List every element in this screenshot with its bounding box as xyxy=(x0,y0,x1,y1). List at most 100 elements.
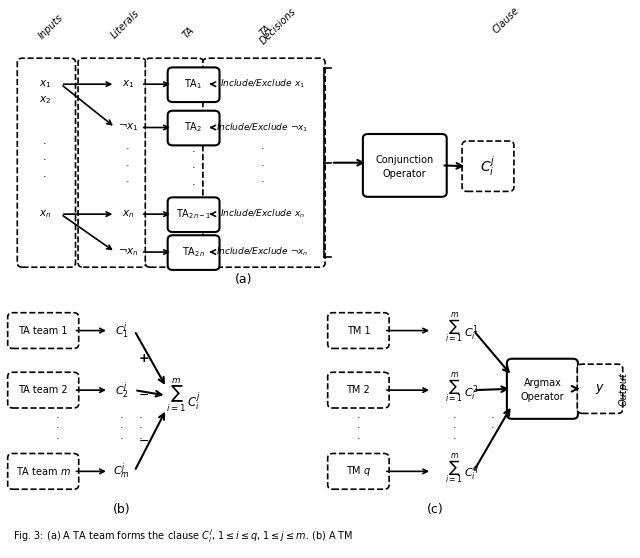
Text: $C_i^j$: $C_i^j$ xyxy=(187,390,200,412)
Text: .: . xyxy=(43,136,47,146)
Text: Include/Exclude $x_n$: Include/Exclude $x_n$ xyxy=(220,208,305,220)
Text: Inputs: Inputs xyxy=(37,12,65,41)
Text: $C_i^2$: $C_i^2$ xyxy=(465,383,479,403)
Text: $-$: $-$ xyxy=(138,434,150,447)
Text: .: . xyxy=(260,142,264,151)
Text: $x_n$: $x_n$ xyxy=(122,208,134,220)
Text: TA: TA xyxy=(258,23,273,38)
Text: $C_i^j$: $C_i^j$ xyxy=(481,155,495,178)
FancyBboxPatch shape xyxy=(145,58,204,267)
Text: TA: TA xyxy=(181,26,196,41)
Text: $\sum_{i=1}^{m}$: $\sum_{i=1}^{m}$ xyxy=(166,377,186,415)
Text: $C_1^j$: $C_1^j$ xyxy=(115,320,129,341)
Text: $C_2^j$: $C_2^j$ xyxy=(115,380,129,401)
Text: .: . xyxy=(120,431,124,441)
Text: .: . xyxy=(191,144,195,154)
Text: TA team $m$: TA team $m$ xyxy=(16,465,70,477)
Text: TA$_2$: TA$_2$ xyxy=(184,121,202,134)
Text: Fig. 3: (a) A TA team forms the clause $C_i^j$, $1 \leq i \leq q$, $1 \leq j \le: Fig. 3: (a) A TA team forms the clause $… xyxy=(13,527,353,545)
Text: .: . xyxy=(120,410,124,420)
Text: .: . xyxy=(260,158,264,168)
Text: .: . xyxy=(120,420,124,430)
FancyBboxPatch shape xyxy=(17,58,76,267)
FancyBboxPatch shape xyxy=(577,364,623,413)
Text: .: . xyxy=(356,431,360,441)
Text: TA$_{2n-1}$: TA$_{2n-1}$ xyxy=(175,207,211,221)
Text: .: . xyxy=(126,158,130,168)
Text: Include/Exclude $x_1$: Include/Exclude $x_1$ xyxy=(220,78,305,90)
Text: .: . xyxy=(43,169,47,179)
Text: Clause: Clause xyxy=(490,5,521,36)
Text: $\sum_{i=1}^{m}$: $\sum_{i=1}^{m}$ xyxy=(445,370,463,405)
FancyBboxPatch shape xyxy=(328,454,389,489)
FancyBboxPatch shape xyxy=(8,372,79,408)
Text: Conjunction: Conjunction xyxy=(376,155,434,165)
Text: $C_m^j$: $C_m^j$ xyxy=(113,461,130,481)
FancyBboxPatch shape xyxy=(168,68,220,102)
Text: $y$: $y$ xyxy=(595,382,605,396)
Text: .: . xyxy=(56,431,60,441)
Text: TM $q$: TM $q$ xyxy=(346,464,371,478)
Text: Include/Exclude $\neg x_1$: Include/Exclude $\neg x_1$ xyxy=(216,121,308,134)
Text: TA$_1$: TA$_1$ xyxy=(184,78,202,91)
FancyBboxPatch shape xyxy=(328,312,389,348)
Text: $x_1$: $x_1$ xyxy=(38,78,51,90)
Text: TM 1: TM 1 xyxy=(347,325,370,335)
Text: $-$: $-$ xyxy=(138,388,150,401)
Text: $\neg x_n$: $\neg x_n$ xyxy=(118,246,138,258)
Text: .: . xyxy=(260,174,264,184)
Text: $C_i^q$: $C_i^q$ xyxy=(464,465,479,483)
Text: .: . xyxy=(191,160,195,170)
Text: TA team 2: TA team 2 xyxy=(19,385,68,395)
FancyBboxPatch shape xyxy=(78,58,146,267)
Text: Decisions: Decisions xyxy=(259,6,298,46)
Text: $x_n$: $x_n$ xyxy=(38,208,51,220)
Text: Literals: Literals xyxy=(109,8,141,41)
FancyBboxPatch shape xyxy=(8,312,79,348)
Text: $C_i^1$: $C_i^1$ xyxy=(464,324,479,343)
Text: (b): (b) xyxy=(113,503,131,516)
Text: .: . xyxy=(491,420,495,430)
Text: .: . xyxy=(452,410,456,420)
FancyBboxPatch shape xyxy=(328,372,389,408)
Text: (c): (c) xyxy=(427,503,444,516)
Text: .: . xyxy=(191,177,195,187)
Text: .: . xyxy=(56,410,60,420)
FancyBboxPatch shape xyxy=(8,454,79,489)
Text: .: . xyxy=(452,420,456,430)
Text: .: . xyxy=(356,420,360,430)
Text: .: . xyxy=(43,152,47,162)
Text: Operator: Operator xyxy=(520,392,564,402)
Text: .: . xyxy=(356,410,360,420)
Text: $\sum_{i=1}^{m}$: $\sum_{i=1}^{m}$ xyxy=(445,311,463,345)
Text: .: . xyxy=(491,410,495,420)
Text: Operator: Operator xyxy=(383,169,427,179)
FancyBboxPatch shape xyxy=(168,198,220,232)
Text: TA team 1: TA team 1 xyxy=(19,325,68,335)
Text: .: . xyxy=(56,420,60,430)
Text: .: . xyxy=(452,431,456,441)
Text: .: . xyxy=(491,431,495,441)
Text: .: . xyxy=(139,420,143,430)
Text: TA$_{2n}$: TA$_{2n}$ xyxy=(182,245,205,259)
Text: .: . xyxy=(126,174,130,184)
Text: (a): (a) xyxy=(234,273,252,286)
Text: $x_1$: $x_1$ xyxy=(122,78,134,90)
Text: Include/Exclude $\neg x_n$: Include/Exclude $\neg x_n$ xyxy=(216,246,308,258)
FancyBboxPatch shape xyxy=(462,141,514,191)
Text: $\sum_{i=1}^{m}$: $\sum_{i=1}^{m}$ xyxy=(445,451,463,486)
Text: Argmax: Argmax xyxy=(524,378,561,388)
Text: .: . xyxy=(126,142,130,151)
Text: TM 2: TM 2 xyxy=(346,385,371,395)
FancyBboxPatch shape xyxy=(168,235,220,270)
Text: $x_2$: $x_2$ xyxy=(38,94,51,107)
Text: .: . xyxy=(139,410,143,420)
FancyBboxPatch shape xyxy=(168,110,220,146)
Text: Output: Output xyxy=(619,372,629,406)
Text: .: . xyxy=(139,431,143,441)
Text: $\neg x_1$: $\neg x_1$ xyxy=(118,122,138,133)
FancyBboxPatch shape xyxy=(363,134,447,197)
Text: +: + xyxy=(139,353,149,365)
FancyBboxPatch shape xyxy=(507,359,578,419)
FancyBboxPatch shape xyxy=(203,58,325,267)
